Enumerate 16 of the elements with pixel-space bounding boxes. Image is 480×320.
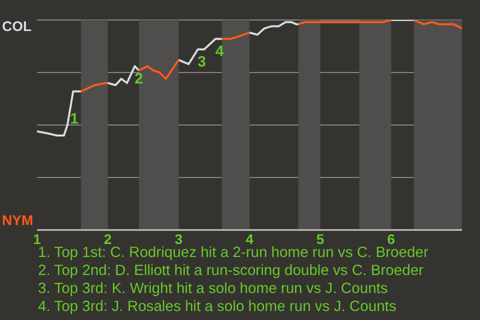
x-tick-label: 1 [33, 230, 42, 247]
text: NYM [2, 212, 34, 228]
text: 1. Top 1st: C. Rodriquez hit a 2-run home run vs C. Broeder [38, 244, 428, 262]
annotation: 2 [134, 70, 143, 88]
x-tick-label: 6 [387, 230, 396, 247]
annotation: 4 [215, 43, 224, 60]
annotation: 3 [198, 54, 206, 71]
text: 4. Top 3rd: J. Rosales hit a solo home run vs J. Counts [38, 298, 398, 316]
x-tick-label: 5 [316, 230, 324, 247]
annotation: 1 [70, 110, 78, 128]
x-tick-label: 2 [104, 230, 112, 247]
x-tick-label: 3 [174, 230, 183, 247]
x-tick-label: 4 [246, 230, 254, 247]
text: COL [2, 18, 32, 34]
text: 2. Top 2nd: D. Elliott hit a run-scoring double vs C. Broeder [38, 262, 424, 280]
text: 3. Top 3rd: K. Wright hit a solo home run vs J. Counts [38, 280, 389, 298]
